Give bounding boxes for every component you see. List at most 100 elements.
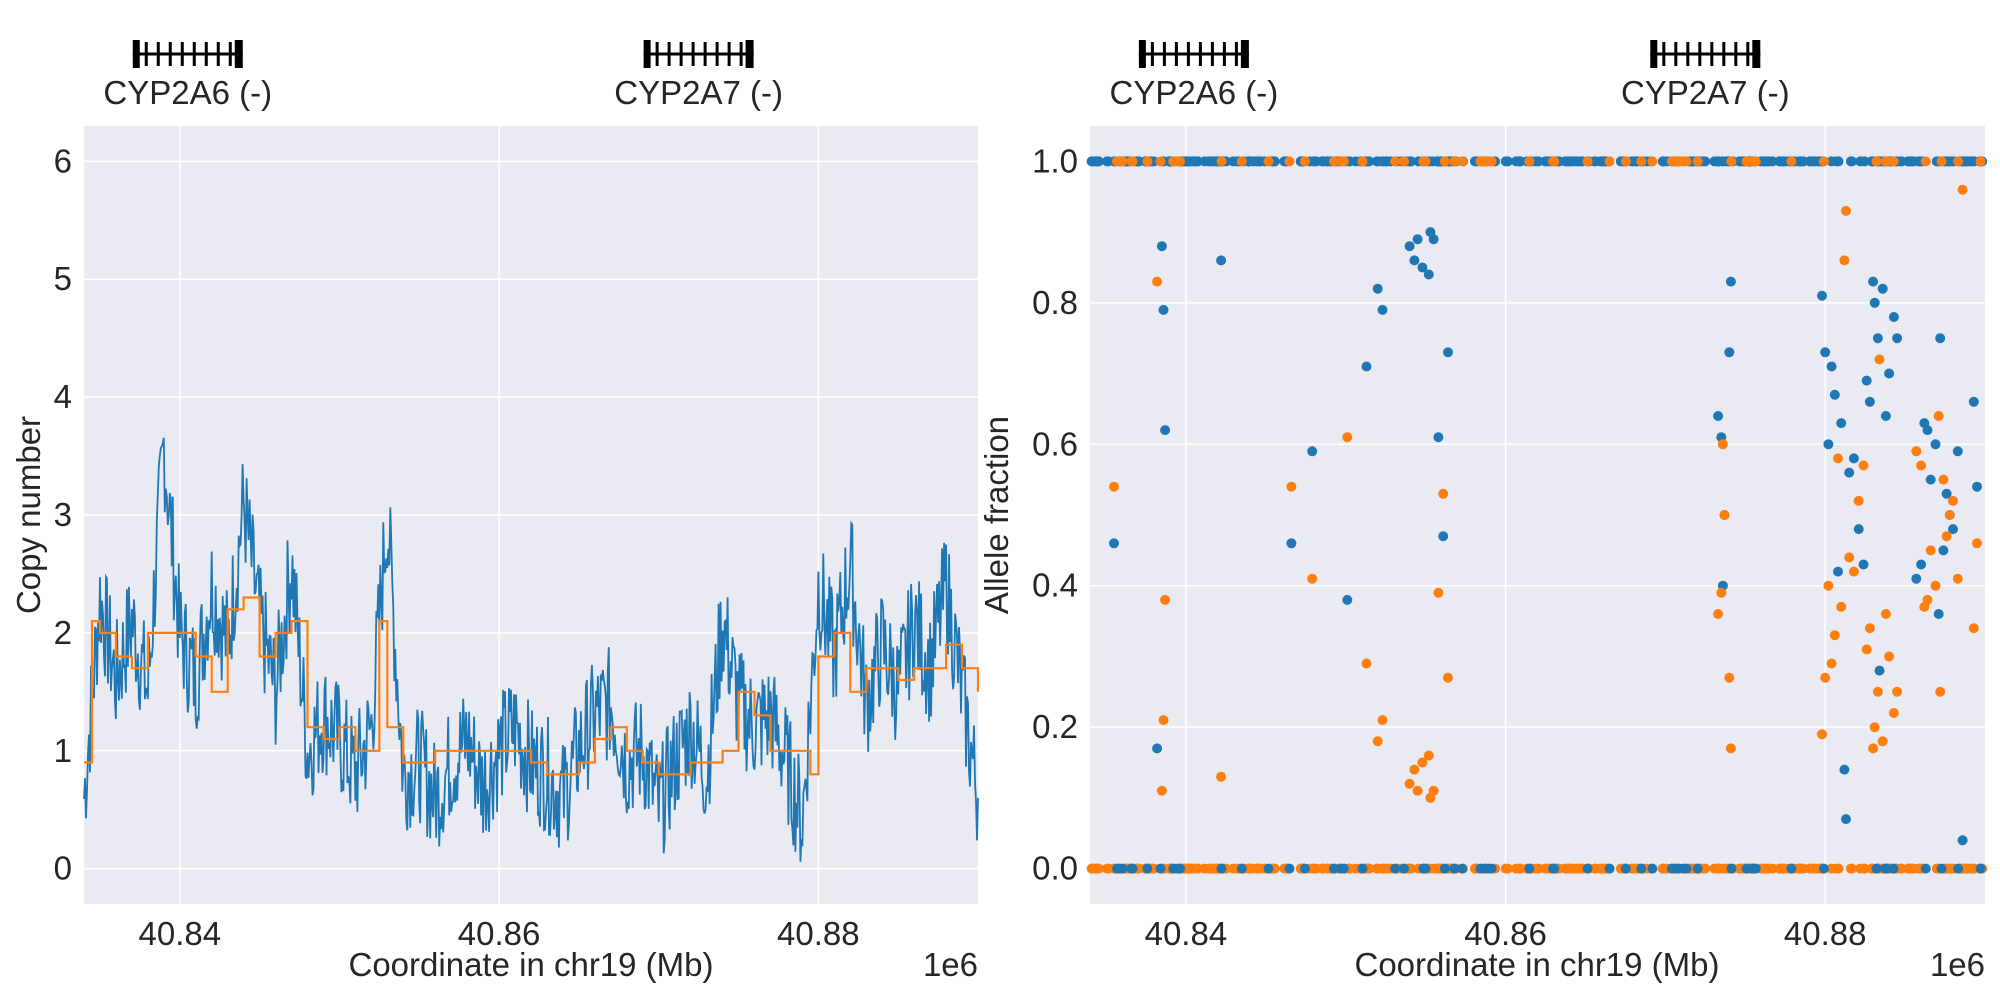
allele-b-point [1142,156,1153,167]
allele-a-point [1604,863,1615,874]
allele-a-point [1263,863,1274,874]
allele-b-point [1156,785,1167,796]
allele-a-point [1692,863,1703,874]
y-tick-label: 6 [54,142,72,179]
allele-a-point [1409,255,1420,266]
x-tick-label: 40.86 [1464,915,1547,952]
allele-a-point [1361,361,1372,372]
allele-b-point [1158,715,1169,726]
gene-exon [1162,42,1166,66]
allele-b-point [1418,156,1429,167]
allele-a-point [1713,411,1724,421]
allele-b-point [1286,481,1297,492]
x-axis-label: Coordinate in chr19 (Mb) [349,946,714,983]
allele-a-point [1922,425,1933,436]
y-tick-labels: 0.0 0.2 0.4 0.6 0.8 1.0 [1032,142,1078,886]
allele-a-point [1109,538,1119,549]
allele-a-point [1255,156,1266,167]
allele-b-point [1892,686,1903,697]
allele-a-point [1859,156,1870,167]
allele-b-point [1818,156,1829,167]
allele-b-point [1806,863,1817,874]
allele-a-point [1884,368,1895,379]
allele-a-point [1829,389,1840,400]
allele-b-point [1833,453,1843,464]
allele-b-point [1263,156,1274,167]
gene-exon [1698,42,1702,66]
allele-b-point [1126,156,1137,167]
allele-a-point [1881,863,1892,874]
gene-label: CYP2A6 (-) [1110,74,1279,111]
gene-exon [655,42,659,66]
allele-b-point [1425,792,1436,803]
gene-exon [679,42,683,66]
allele-b-point [1871,156,1882,167]
gene-label: CYP2A7 (-) [614,74,783,111]
allele-a-point [1342,594,1353,605]
gene-exon [1662,42,1666,66]
y-axis-label: Copy number [10,416,47,614]
allele-a-point [1916,559,1927,570]
allele-a-point [1338,863,1349,874]
allele-b-point [1412,785,1423,796]
gene-exon [643,40,651,68]
allele-a-point [1877,283,1888,294]
allele-a-point [1155,863,1166,874]
allele-a-point [1941,488,1952,499]
allele-b-point [1823,580,1834,591]
gene-exon [1650,40,1658,68]
raw-copy-number-line [83,437,979,862]
allele-b-point [1920,156,1931,167]
allele-b-point [1338,156,1349,167]
allele-b-point [1975,156,1986,167]
allele-b-point [1933,411,1944,421]
allele-b-point [1103,863,1114,874]
allele-a-point [1823,439,1834,450]
allele-a-point [1439,863,1450,874]
allele-a-point [1853,524,1864,535]
gene-exon [1674,42,1678,66]
allele-b-point [1647,156,1658,167]
allele-b-point [1244,863,1255,874]
allele-a-point [1936,863,1947,874]
allele-b-point [1911,446,1922,457]
allele-b-point [1692,156,1703,167]
gene-exon [180,42,184,66]
y-tick-label: 0 [54,850,72,887]
y-tick-label: 0.4 [1032,567,1078,604]
allele-b-point [1877,736,1888,747]
gene-exon [1710,42,1714,66]
allele-b-point [1759,863,1770,874]
allele-b-point [1152,276,1163,287]
allele-b-point [1726,156,1737,167]
allele-b-point [1716,587,1727,598]
allele-b-point [1972,538,1982,549]
allele-b-point [1717,863,1728,874]
gene-exon [739,42,743,66]
allele-b-point [1941,531,1952,542]
allele-a-point [1549,863,1560,874]
allele-b-point [1377,715,1388,726]
allele-a-point [1892,333,1903,344]
gene-exon [204,42,208,66]
allele-b-point [1307,573,1318,584]
allele-a-point [1582,863,1593,874]
gene-exon [1210,42,1214,66]
allele-a-point [1786,863,1797,874]
allele-b-point [1868,743,1879,754]
allele-b-point [1826,658,1837,669]
allele-a-point [1968,396,1979,407]
smoothed-copy-number-line [84,596,980,776]
gene-track: CYP2A6 (-) CYP2A7 (-) [1110,40,1790,111]
gene-exon [168,42,172,66]
gene-exon [1752,40,1761,68]
allele-b-point [1236,156,1247,167]
allele-b-point [1817,729,1827,740]
allele-b-point [1916,460,1927,471]
allele-a-point [1776,156,1786,167]
gene-exon [156,42,160,66]
allele-b-point [1604,156,1615,167]
allele-a-point [1673,863,1684,874]
allele-b-point [1936,156,1947,167]
gene-exon [727,42,731,66]
